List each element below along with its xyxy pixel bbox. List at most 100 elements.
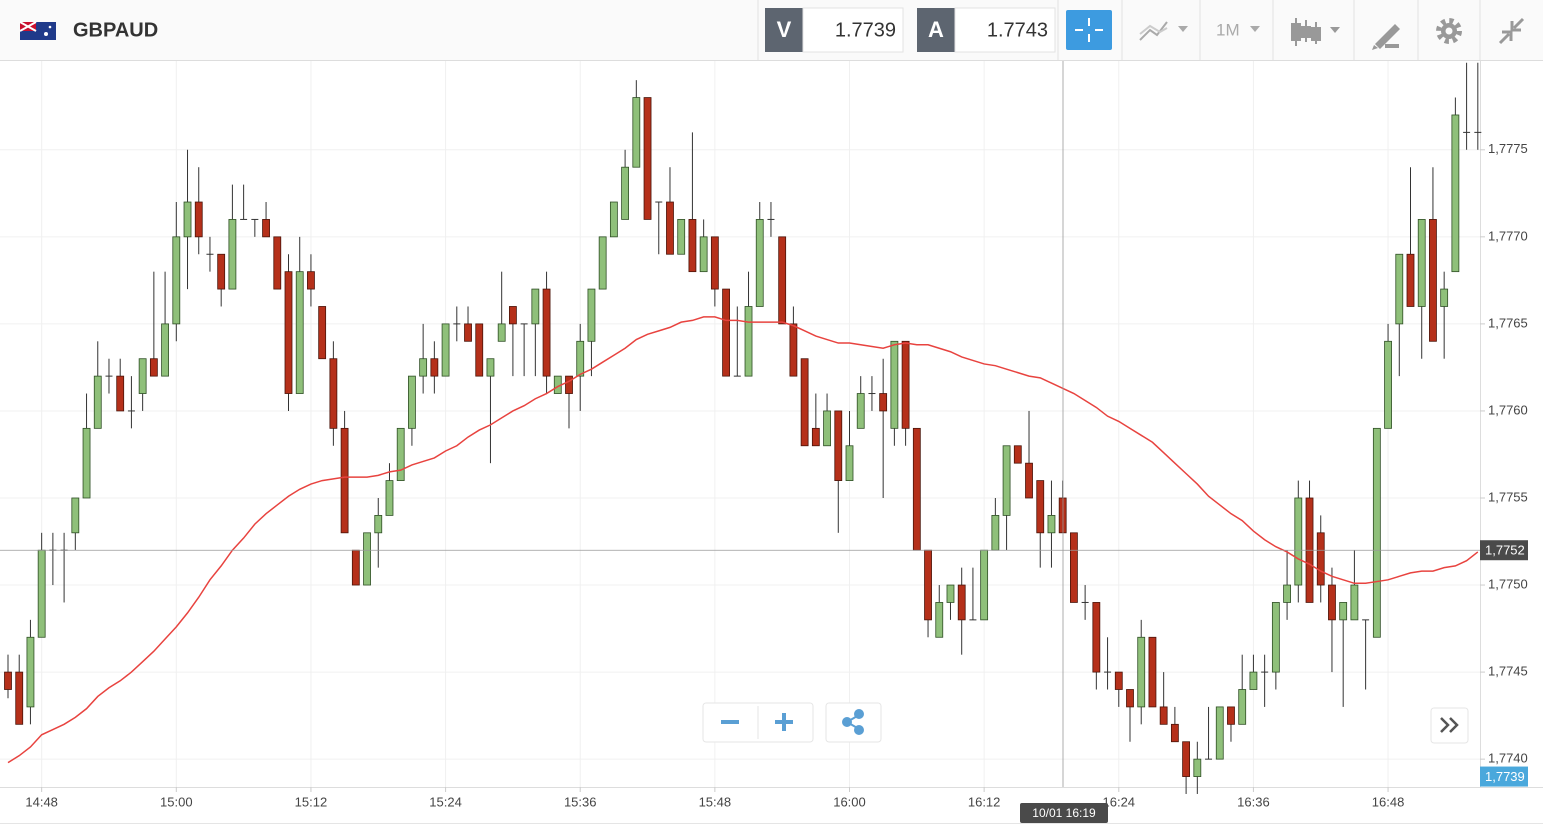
candle-body — [1227, 706, 1235, 725]
candle-body — [1137, 636, 1146, 708]
candle-body — [879, 393, 888, 412]
candle-body — [1440, 288, 1449, 307]
candle-body — [1092, 602, 1101, 673]
timeframe[interactable]: 1M — [1216, 20, 1240, 39]
y-tick-label: 1,7770 — [1488, 228, 1528, 243]
candle-body — [508, 306, 517, 325]
draw-button[interactable] — [1372, 24, 1400, 50]
chart-type-button[interactable] — [1139, 21, 1188, 41]
candle-body — [1451, 114, 1460, 273]
candle-body — [1193, 758, 1202, 777]
crosshair-time-label: 10/01 16:19 — [1032, 806, 1096, 820]
x-tick-label: 15:48 — [699, 794, 732, 809]
candle-body — [856, 393, 865, 429]
candle-body — [396, 427, 405, 481]
candle-body — [71, 497, 80, 534]
candle-body — [565, 375, 573, 394]
candle-body — [273, 236, 282, 290]
candle-body — [385, 480, 394, 516]
collapse-button[interactable] — [1498, 17, 1525, 45]
scroll-end-box — [1430, 707, 1469, 744]
y-tick-label: 1,7760 — [1488, 402, 1528, 417]
last-price-label: 1,7739 — [1485, 769, 1525, 784]
scroll-end-button[interactable] — [1440, 717, 1459, 733]
candle-body — [1114, 671, 1123, 690]
candle-body — [576, 340, 585, 377]
share-box — [825, 702, 882, 743]
sell-label-box[interactable] — [765, 8, 803, 52]
buy-label[interactable]: A — [928, 17, 944, 42]
x-tick-label: 16:12 — [968, 794, 1001, 809]
candle-body — [890, 340, 899, 429]
flag — [19, 21, 56, 40]
buy-price[interactable]: 1.7743 — [987, 19, 1048, 41]
candle-body — [318, 306, 327, 360]
candle-body — [15, 671, 24, 725]
candle-body — [688, 219, 697, 273]
buy-price-box[interactable] — [954, 7, 1056, 53]
candle-body — [643, 97, 652, 220]
buy-label-box[interactable] — [917, 8, 955, 52]
sell-price-box[interactable] — [802, 7, 904, 53]
candle-body — [1417, 219, 1426, 307]
zoom-out-button[interactable] — [721, 720, 739, 724]
crosshair-icon — [1075, 18, 1103, 42]
candle-body — [464, 323, 472, 342]
candle-body — [699, 236, 708, 273]
sell-price[interactable]: 1.7739 — [835, 19, 896, 41]
candle-body — [116, 375, 125, 412]
share-button[interactable] — [842, 709, 864, 735]
y-tick-label: 1,7775 — [1488, 141, 1528, 156]
sell-label[interactable]: V — [777, 17, 792, 42]
candle-body — [1126, 689, 1134, 708]
candle-body — [262, 219, 270, 238]
crosshair-time-box — [1020, 803, 1108, 823]
candle-body — [374, 515, 383, 534]
symbol: GBPAUD — [73, 19, 158, 41]
x-tick-label: 16:00 — [833, 794, 866, 809]
y-tick-label: 1,7740 — [1488, 751, 1528, 766]
candle-body — [823, 410, 831, 447]
candle-body — [1283, 584, 1291, 603]
x-tick-label: 16:24 — [1103, 794, 1136, 809]
candle-body — [845, 445, 854, 481]
candle-body — [789, 323, 798, 377]
candle-body — [284, 271, 293, 394]
grid: 1,7740 1,7745 1,7750 1,7755 1,7760 1,7765 1,77… — [0, 61, 1528, 809]
candle-body — [1148, 636, 1157, 708]
candle-body — [138, 358, 147, 394]
candle-body — [1036, 480, 1045, 534]
candle-body — [935, 602, 944, 638]
candle-body — [307, 271, 315, 290]
crosshair-price-label: 1,7752 — [1485, 543, 1525, 558]
x-tick-label: 14:48 — [25, 794, 58, 809]
y-tick-label: 1,7750 — [1488, 576, 1528, 591]
candle-body — [1372, 427, 1381, 638]
candle-body — [677, 219, 686, 255]
last-price-box — [1480, 766, 1528, 787]
candle-body — [1249, 671, 1258, 690]
plot — [4, 62, 1482, 794]
candle-body — [1350, 584, 1359, 621]
y-tick-label: 1,7745 — [1488, 664, 1528, 679]
settings-button[interactable] — [1436, 18, 1462, 44]
candle-body — [632, 97, 641, 168]
candle-body — [497, 323, 506, 342]
candle-body — [149, 358, 158, 377]
candle-body — [1159, 706, 1168, 725]
timeframe-arrow[interactable] — [1250, 26, 1260, 32]
candle-body — [1070, 532, 1078, 603]
candle-body — [1170, 723, 1179, 743]
candle-body — [980, 549, 989, 621]
zoom-in-button[interactable] — [775, 713, 793, 731]
crosshair-button[interactable] — [1066, 10, 1112, 50]
candle-body — [1182, 741, 1190, 777]
candle-body — [1384, 340, 1392, 429]
candle-body — [228, 219, 237, 290]
candles-button[interactable] — [1291, 18, 1340, 46]
candle-body — [183, 201, 192, 238]
y-tick-label: 1,7755 — [1488, 489, 1528, 504]
candle-body — [542, 288, 551, 377]
